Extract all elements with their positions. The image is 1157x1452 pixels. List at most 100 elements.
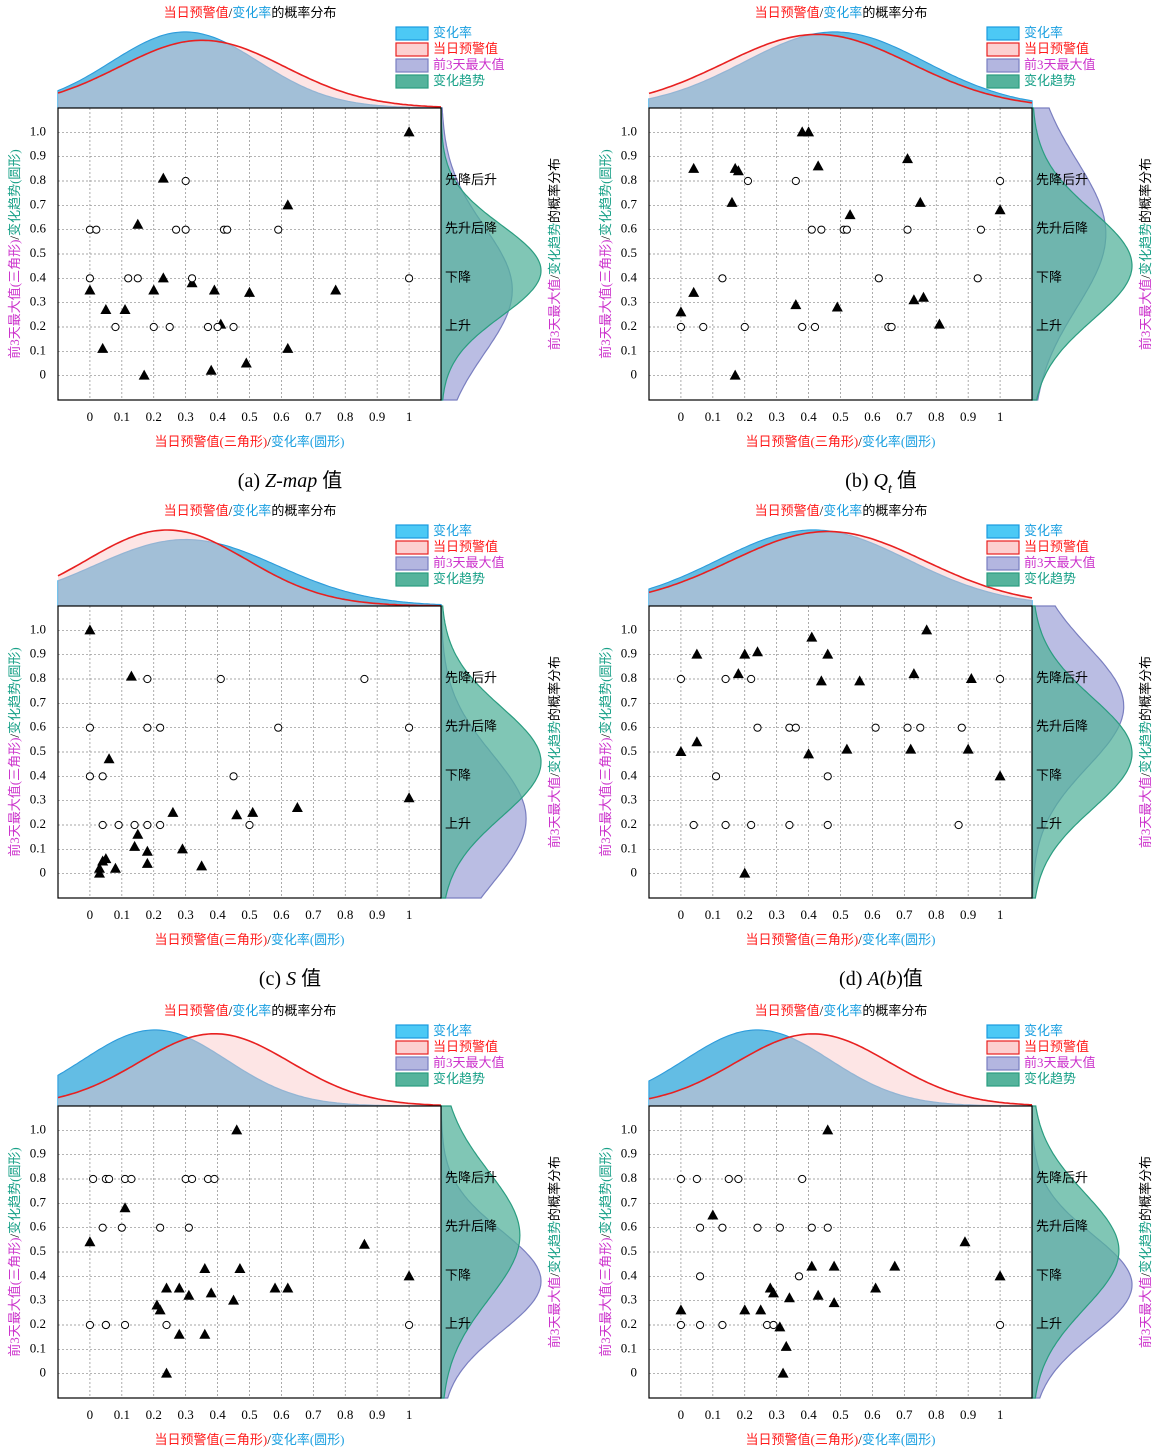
caption-part: (a) (238, 470, 265, 492)
circle-point (130, 820, 139, 830)
density-top-line (648, 1033, 1033, 1106)
triangle-point (176, 843, 188, 854)
circle-point (807, 1223, 816, 1232)
triangle-point (129, 840, 141, 851)
y2-axis-label-part: / (547, 275, 562, 279)
triangle-point (828, 1260, 840, 1271)
x-axis-label-part: 变化率(圆形) (862, 1432, 936, 1447)
x-axis-label-part: 当日预警值(三角形) (155, 434, 268, 449)
y2-axis-label-part: 前3天最大值 (1138, 1277, 1153, 1349)
legend-label: 变化趋势 (433, 571, 485, 586)
triangle-point (231, 809, 243, 820)
circle-point (871, 723, 880, 732)
triangle-point (739, 1304, 751, 1315)
x-tick-label: 0.7 (305, 409, 322, 424)
triangle-point (908, 668, 920, 679)
legend-swatch (986, 1040, 1020, 1055)
category-label: 先降后升 (1036, 172, 1088, 187)
y-tick-label: 1.0 (30, 123, 46, 138)
caption-part: )值 (896, 967, 923, 990)
title-part: / (820, 1003, 824, 1018)
y2-axis-label-part: 的概率分布 (547, 1156, 562, 1221)
caption: (b) Qt 值 (845, 469, 917, 497)
triangle-point (688, 162, 700, 173)
x-tick-label: 0.3 (769, 1407, 785, 1422)
triangle-point (803, 126, 815, 137)
caption: (c) S 值 (259, 967, 321, 990)
x-tick-label: 0.6 (864, 1407, 881, 1422)
y-tick-label: 0 (40, 1365, 47, 1380)
y2-axis-label-part: 前3天最大值 (547, 1277, 562, 1349)
y-tick-label: 0.5 (30, 743, 46, 758)
y-axis-label-part: 前3天最大值(三角形) (7, 240, 22, 359)
circle-point (114, 820, 123, 830)
y2-axis-label-part: / (547, 1273, 562, 1277)
legend-label: 变化趋势 (1024, 571, 1076, 586)
y2-axis-label-part: 的概率分布 (1138, 1156, 1153, 1221)
x-tick-label: 0.4 (800, 907, 817, 922)
category-label: 下降 (445, 1267, 471, 1282)
plot-frame (648, 107, 1033, 401)
legend-label: 变化率 (433, 523, 472, 538)
x-tick-label: 0.4 (209, 1407, 226, 1422)
circle-point (721, 820, 730, 830)
triangle-point (358, 1238, 370, 1249)
circle-point (85, 1320, 95, 1330)
title-part: 当日预警值 (164, 5, 229, 20)
x-tick-label: 0.5 (241, 1407, 257, 1422)
legend-swatch (986, 58, 1020, 73)
x-tick-label: 0.8 (928, 409, 944, 424)
circle-point (887, 322, 896, 332)
density-top (649, 1030, 1032, 1106)
x-tick-label: 0.9 (369, 1407, 385, 1422)
y-tick-label: 0.4 (621, 767, 638, 782)
y-tick-label: 0.2 (621, 318, 637, 333)
caption-part: A (865, 968, 880, 990)
y-axis-label: 前3天最大值(三角形)/变化趋势(圆形) (7, 647, 22, 856)
circle-point (89, 1174, 98, 1184)
triangle-point (812, 1289, 824, 1300)
triangle-point (141, 857, 153, 868)
x-tick-label: 0.9 (960, 1407, 976, 1422)
legend-label: 前3天最大值 (1024, 555, 1096, 570)
y-tick-label: 0.9 (621, 646, 637, 661)
triangle-point (84, 624, 96, 635)
triangle-point (84, 284, 96, 295)
x-tick-label: 0.1 (114, 907, 130, 922)
y-axis-label: 前3天最大值(三角形)/变化趋势(圆形) (598, 647, 613, 856)
y-tick-label: 0.9 (30, 646, 46, 661)
density-top (58, 1033, 441, 1106)
circle-point (810, 322, 820, 332)
circle-point (711, 772, 721, 781)
y-axis-label-part: 变化趋势(圆形) (598, 149, 613, 236)
category-label: 上升 (1036, 1316, 1062, 1331)
x-tick-label: 0 (678, 1407, 685, 1422)
legend-swatch (395, 540, 429, 555)
x-tick-label: 0.7 (896, 907, 913, 922)
circle-point (817, 225, 826, 234)
circle-point (676, 1320, 686, 1330)
y2-axis-label: 前3天最大值/变化趋势的概率分布 (547, 1156, 562, 1348)
circle-point (156, 1223, 165, 1232)
legend-label: 变化率 (1024, 523, 1063, 538)
triangle-point (806, 1260, 818, 1271)
y-tick-label: 0.7 (621, 196, 638, 211)
circle-point (695, 1223, 705, 1232)
y-axis-label-part: / (598, 236, 613, 240)
triangle-point (790, 299, 802, 310)
x-axis-label-part: 变化率(圆形) (271, 1432, 345, 1447)
x-tick-label: 0.8 (337, 1407, 353, 1422)
title-part: 当日预警值 (164, 1003, 229, 1018)
triangle-point (282, 342, 294, 353)
y-tick-label: 1.0 (30, 1121, 46, 1136)
title: 当日预警值/变化率的概率分布 (164, 1003, 337, 1018)
triangle-point (994, 1270, 1006, 1281)
circle-point (274, 723, 283, 732)
title-part: / (820, 5, 824, 20)
triangle-point (841, 743, 853, 754)
circle-point (695, 1272, 705, 1281)
y-axis-label: 前3天最大值(三角形)/变化趋势(圆形) (7, 149, 22, 358)
triangle-point (914, 196, 926, 207)
